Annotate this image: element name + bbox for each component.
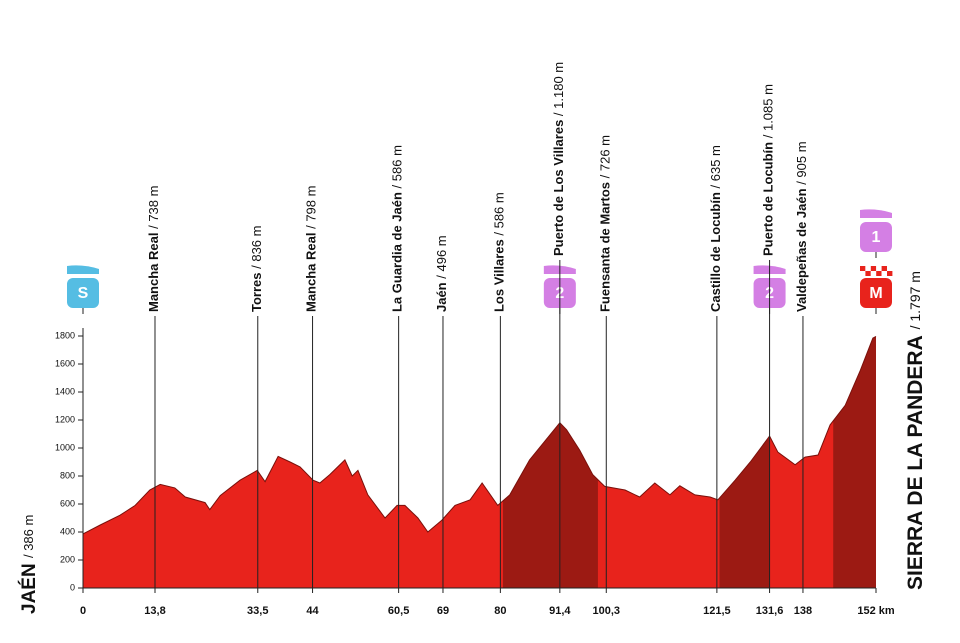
waypoint-name: Puerto de Los Villares [551, 120, 566, 256]
marker-label: M [869, 285, 882, 302]
waypoint-label: Los Villares / 586 m [492, 192, 507, 312]
y-tick-label: 1400 [55, 386, 75, 396]
marker-body [860, 278, 892, 308]
x-tick-label: 138 [794, 605, 812, 617]
waypoint-altitude: / 586 m [390, 145, 405, 188]
checker [865, 271, 871, 276]
waypoint-altitude: / 496 m [434, 235, 449, 278]
y-tick-label: 200 [60, 554, 75, 564]
x-tick-label: 100,3 [593, 605, 621, 617]
marker-body [860, 222, 892, 252]
x-tick-label: 131,6 [756, 605, 784, 617]
y-tick-label: 0 [70, 582, 75, 592]
waypoint-altitude: / 798 m [304, 186, 319, 229]
marker-body [67, 278, 99, 308]
y-tick-label: 1600 [55, 358, 75, 368]
climb-section [833, 336, 876, 588]
marker-flag [860, 209, 892, 218]
x-tick-label: 80 [494, 605, 506, 617]
waypoint-name: Torres [249, 273, 264, 313]
finish-name: SIERRA DE LA PANDERA [904, 335, 927, 590]
x-tick-label: 152 km [857, 605, 895, 617]
waypoint-label: Puerto de Locubín / 1.085 m [761, 84, 776, 256]
waypoint-name: Fuensanta de Martos [598, 182, 613, 312]
waypoint-label: La Guardia de Jaén / 586 m [390, 145, 405, 312]
y-tick-label: 1000 [55, 442, 75, 452]
waypoint-name: Mancha Real [146, 233, 161, 312]
waypoint-label: Fuensanta de Martos / 726 m [598, 135, 613, 312]
marker-label: 1 [872, 229, 881, 246]
checker [860, 266, 866, 271]
profile-line [82, 335, 877, 535]
y-tick-label: 800 [60, 470, 75, 480]
checker [865, 266, 871, 271]
x-tick-label: 69 [437, 605, 449, 617]
checker [870, 271, 877, 276]
waypoint-name: Los Villares [492, 239, 507, 312]
start-label: JAÉN / 386 m [18, 515, 40, 614]
waypoint-altitude: / 726 m [598, 135, 613, 178]
y-tick-label: 400 [60, 526, 75, 536]
waypoint-label: Jaén / 496 m [434, 235, 449, 312]
waypoint-altitude: / 1.085 m [761, 84, 776, 138]
waypoint-altitude: / 738 m [146, 186, 161, 229]
waypoint-altitude: / 586 m [492, 192, 507, 235]
y-tick-label: 1800 [55, 330, 75, 340]
waypoint-name: Puerto de Locubín [761, 142, 776, 256]
waypoint-label: Mancha Real / 738 m [146, 186, 161, 312]
waypoint-label: Mancha Real / 798 m [304, 186, 319, 312]
checker [860, 271, 866, 276]
waypoint-name: Castillo de Locubín [708, 192, 723, 312]
waypoint-name: Valdepeñas de Jaén [794, 188, 809, 312]
start-altitude: / 386 m [21, 515, 36, 558]
climb-section [502, 336, 598, 588]
checker [876, 271, 882, 276]
checker [887, 271, 893, 276]
y-tick-label: 600 [60, 498, 75, 508]
waypoint-label: Castillo de Locubín / 635 m [708, 145, 723, 312]
checker [870, 266, 877, 271]
marker-label: S [78, 285, 89, 302]
checker [887, 266, 893, 271]
waypoint-label: Valdepeñas de Jaén / 905 m [794, 141, 809, 312]
waypoint-name: Mancha Real [304, 233, 319, 312]
y-tick-label: 1200 [55, 414, 75, 424]
waypoint-label: Puerto de Los Villares / 1.180 m [551, 62, 566, 256]
x-tick-label: 0 [80, 605, 86, 617]
finish-altitude: / 1.797 m [907, 271, 923, 329]
checker [876, 266, 882, 271]
x-tick-label: 13,8 [144, 605, 165, 617]
waypoint-altitude: / 836 m [249, 226, 264, 269]
x-tick-label: 44 [306, 605, 319, 617]
waypoint-altitude: / 635 m [708, 145, 723, 188]
climb-section [719, 336, 770, 588]
x-tick-label: 33,5 [247, 605, 268, 617]
x-tick-label: 60,5 [388, 605, 409, 617]
waypoint-name: Jaén [434, 282, 449, 312]
waypoint-altitude: / 905 m [794, 141, 809, 184]
marker-flag [67, 265, 99, 274]
x-tick-label: 121,5 [703, 605, 731, 617]
waypoint-name: La Guardia de Jaén [390, 192, 405, 312]
checker [881, 266, 887, 271]
checker [881, 271, 887, 276]
start-name: JAÉN [18, 563, 40, 614]
waypoint-altitude: / 1.180 m [551, 62, 566, 116]
finish-label: SIERRA DE LA PANDERA / 1.797 m [904, 271, 927, 590]
profile-area [83, 336, 876, 588]
waypoint-label: Torres / 836 m [249, 226, 264, 312]
x-tick-label: 91,4 [549, 605, 571, 617]
